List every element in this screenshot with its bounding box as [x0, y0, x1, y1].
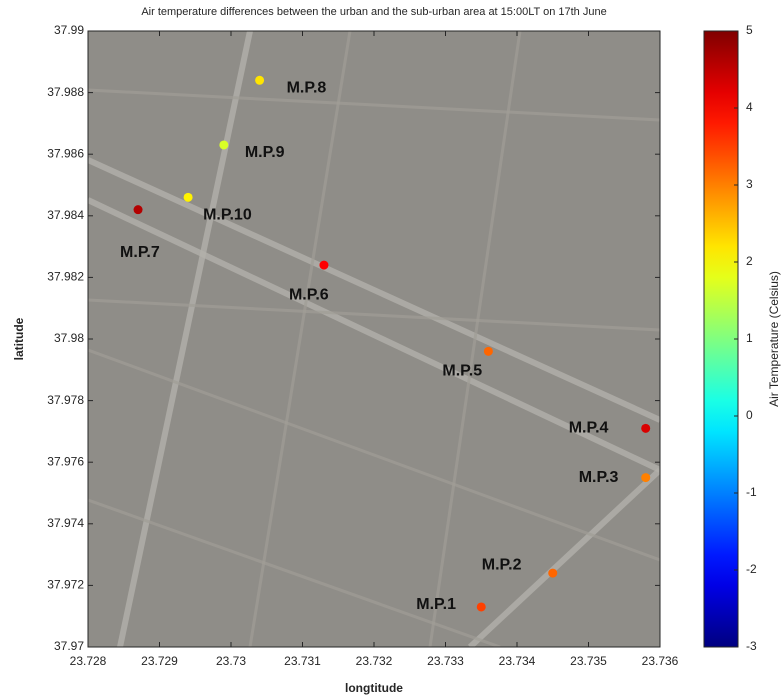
- point-label: M.P.2: [482, 556, 522, 573]
- point-label: M.P.5: [442, 363, 482, 380]
- measurement-point: [133, 205, 143, 215]
- colorbar: [703, 30, 739, 648]
- point-label: M.P.9: [245, 144, 285, 161]
- colorbar-label: Air Temperature (Celsius): [767, 271, 781, 407]
- y-tick-label: 37.972: [47, 578, 84, 592]
- point-label: M.P.7: [120, 244, 160, 261]
- x-tick-label: 23.735: [570, 654, 607, 668]
- x-tick-label: 23.728: [70, 654, 107, 668]
- measurement-point: [641, 473, 651, 483]
- point-label: M.P.8: [287, 79, 327, 96]
- chart-title: Air temperature differences between the …: [141, 6, 606, 18]
- colorbar-tick-label: 3: [746, 177, 753, 191]
- y-tick-label: 37.97: [54, 639, 84, 653]
- measurement-point: [548, 568, 558, 578]
- colorbar-tick-label: -3: [746, 639, 757, 653]
- x-tick-label: 23.736: [642, 654, 679, 668]
- measurement-point: [476, 602, 486, 612]
- x-tick-label: 23.734: [499, 654, 536, 668]
- measurement-point: [483, 346, 493, 356]
- y-tick-label: 37.978: [47, 393, 84, 407]
- y-tick-label: 37.98: [54, 331, 84, 345]
- measurement-point: [255, 75, 265, 85]
- colorbar-tick-label: -1: [746, 485, 757, 499]
- y-axis-label: latitude: [12, 317, 26, 360]
- x-tick-label: 23.73: [216, 654, 246, 668]
- point-label: M.P.10: [203, 207, 252, 224]
- measurement-point: [219, 140, 229, 150]
- colorbar-tick-label: -2: [746, 562, 757, 576]
- x-tick-label: 23.731: [284, 654, 321, 668]
- colorbar-tick-label: 5: [746, 23, 753, 37]
- colorbar-tick-label: 4: [746, 100, 753, 114]
- point-label: M.P.4: [569, 420, 609, 437]
- colorbar-tick-label: 0: [746, 408, 753, 422]
- map-background: [88, 31, 660, 647]
- y-tick-label: 37.984: [47, 208, 84, 222]
- measurement-point: [183, 192, 193, 202]
- point-label: M.P.1: [416, 596, 456, 613]
- point-label: M.P.6: [289, 286, 329, 303]
- x-axis-label: longtitude: [345, 681, 403, 695]
- y-tick-label: 37.986: [47, 146, 84, 160]
- x-tick-label: 23.733: [427, 654, 464, 668]
- y-tick-label: 37.99: [54, 23, 84, 37]
- colorbar-tick-label: 2: [746, 254, 753, 268]
- point-label: M.P.3: [579, 469, 619, 486]
- colorbar-tick-label: 1: [746, 331, 753, 345]
- y-tick-label: 37.988: [47, 85, 84, 99]
- y-tick-label: 37.982: [47, 270, 84, 284]
- measurement-point: [641, 423, 651, 433]
- measurement-point: [319, 260, 329, 270]
- x-tick-label: 23.732: [356, 654, 393, 668]
- x-tick-label: 23.729: [141, 654, 178, 668]
- y-tick-label: 37.976: [47, 454, 84, 468]
- y-tick-label: 37.974: [47, 516, 84, 530]
